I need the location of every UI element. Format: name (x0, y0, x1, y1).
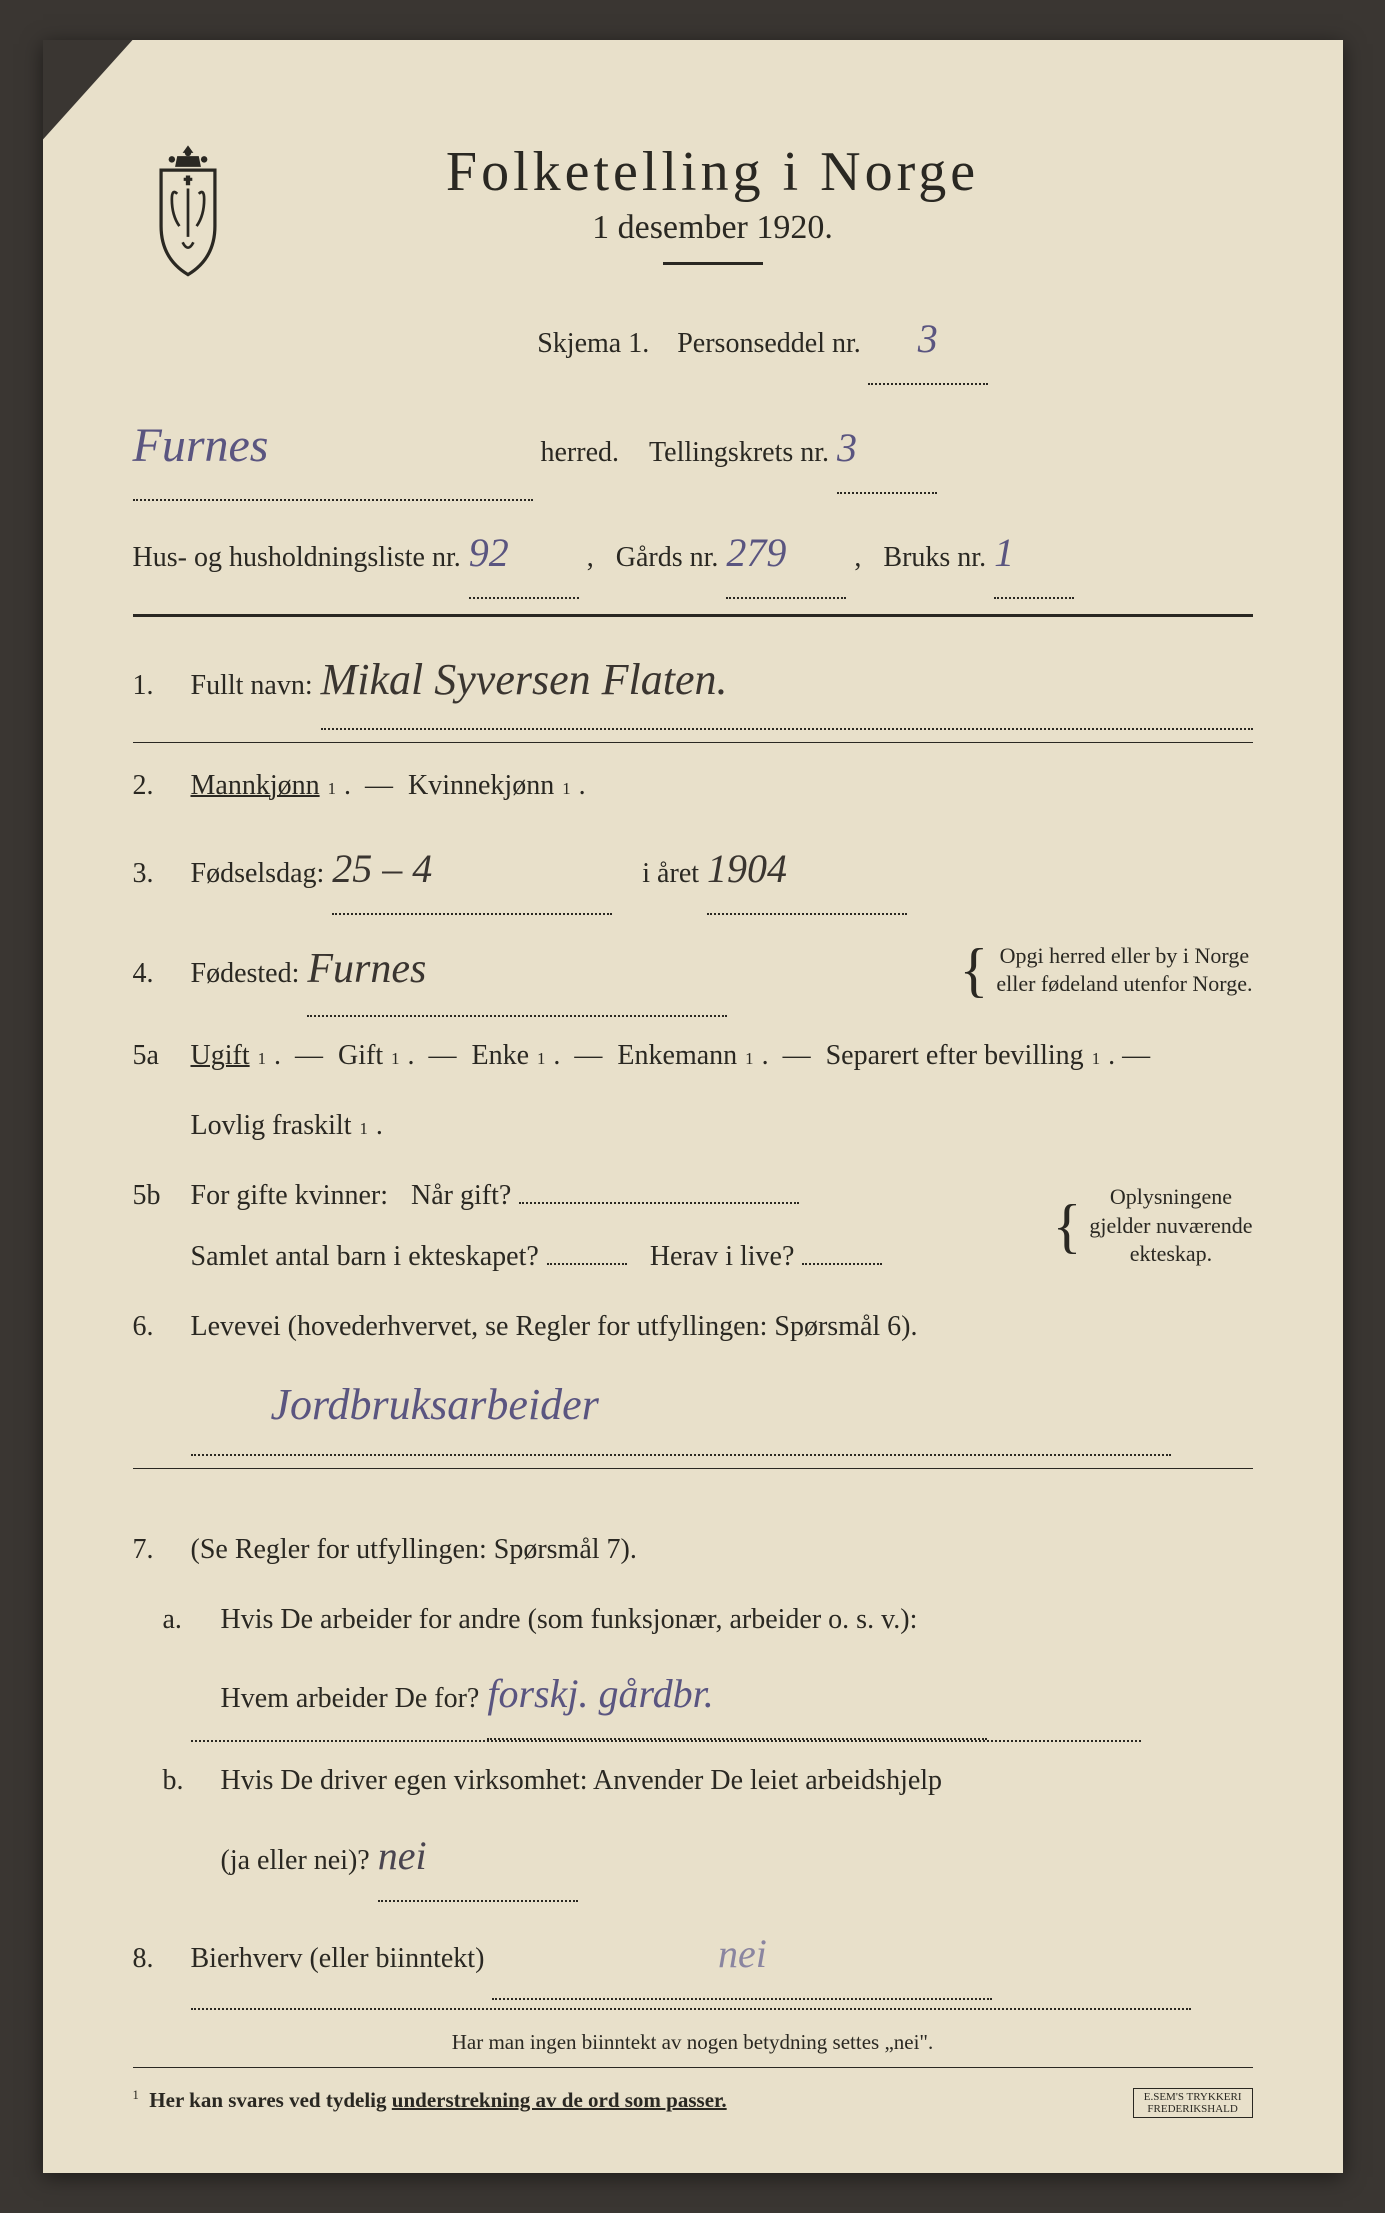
q5b-block: 5b For gifte kvinner: Når gift? Samlet a… (133, 1165, 1253, 1288)
q6-value: Jordbruksarbeider (271, 1357, 599, 1454)
tellingskrets-label: Tellingskrets nr. (649, 422, 829, 484)
personseddel-label: Personseddel nr. (677, 328, 861, 359)
divider-q6 (133, 1468, 1253, 1469)
q4-label: Fødested: (191, 943, 300, 1005)
printer-stamp: E.SEM'S TRYKKERI FREDERIKSHALD (1133, 2088, 1253, 2118)
q2-line: 2. Mannkjønn1. — Kvinnekjønn1. (133, 755, 1253, 817)
q4-note: Opgi herred eller by i Norge eller fødel… (996, 942, 1252, 999)
footer-line2: 1 Her kan svares ved tydelig understrekn… (133, 2088, 1253, 2113)
q6-label: Levevei (hovederhvervet, se Regler for u… (191, 1296, 918, 1358)
q3-year: 1904 (707, 846, 787, 891)
coat-of-arms-icon (133, 140, 243, 280)
gards-nr: 279 (726, 509, 786, 597)
footer-line1: Har man ingen biinntekt av nogen betydni… (133, 2030, 1253, 2055)
q7b-q: (ja eller nei)? (221, 1830, 370, 1892)
q5a-line: 5a Ugift1. — Gift1. — Enke1. — Enkemann1… (133, 1025, 1253, 1087)
page-title: Folketelling i Norge (273, 140, 1153, 204)
q5b-q2: Samlet antal barn i ekteskapet? (191, 1226, 539, 1288)
page-subtitle: 1 desember 1920. (273, 209, 1153, 247)
q4-value: Furnes (307, 946, 426, 992)
q5a-line2: Lovlig fraskilt1. (133, 1095, 1253, 1157)
q5b-q3: Herav i live? (650, 1226, 795, 1288)
q6-line: 6. Levevei (hovederhvervet, se Regler fo… (133, 1296, 1253, 1456)
q2-mann: Mannkjønn (191, 755, 320, 817)
q3-label: Fødselsdag: (191, 843, 325, 905)
title-divider (663, 262, 763, 265)
q5a-gift: Gift (338, 1025, 383, 1087)
header-row: Folketelling i Norge 1 desember 1920. (133, 120, 1253, 285)
q3-line: 3. Fødselsdag: 25 – 4 i året 1904 (133, 825, 1253, 915)
divider-1 (133, 614, 1253, 617)
q7a-value: forskj. gårdbr. (487, 1650, 713, 1738)
q2-kvinne: Kvinnekjønn (408, 755, 554, 817)
q8-line: 8. Bierhverv (eller biinntekt) nei (133, 1910, 1253, 2000)
q5a-enkemann: Enkemann (617, 1025, 737, 1087)
husliste-label: Hus- og husholdningsliste nr. (133, 527, 461, 589)
herred-line: Furnes herred. Tellingskrets nr. 3 (133, 393, 1253, 501)
q7a-q: Hvem arbeider De for? (221, 1668, 480, 1730)
husliste-nr: 92 (469, 509, 509, 597)
tellingskrets-nr: 3 (837, 404, 857, 492)
header-text: Folketelling i Norge 1 desember 1920. (273, 120, 1253, 285)
q3-day: 25 – 4 (332, 846, 432, 891)
herred-label: herred. (541, 422, 620, 484)
q5b-label: For gifte kvinner: (191, 1165, 389, 1227)
q1-label: Fullt navn: (191, 655, 313, 717)
q5a-ugift: Ugift (191, 1025, 250, 1087)
blank-line (133, 2008, 1253, 2010)
q5b-note: Oplysningene gjelder nuværende ekteskap. (1089, 1183, 1252, 1269)
q7-intro: (Se Regler for utfyllingen: Spørsmål 7). (191, 1519, 637, 1581)
q5a-enke: Enke (472, 1025, 530, 1087)
divider-q1 (133, 742, 1253, 743)
bruks-label: Bruks nr. (883, 527, 986, 589)
skjema-label: Skjema 1. (537, 328, 649, 359)
q5a-fraskilt: Lovlig fraskilt (191, 1095, 352, 1157)
q1-line: 1. Fullt navn: Mikal Syversen Flaten. (133, 632, 1253, 731)
herred-value: Furnes (133, 393, 269, 499)
q4-line: 4. Fødested: Furnes { Opgi herred eller … (133, 923, 1253, 1017)
q3-year-label: i året (642, 843, 699, 905)
q7-block: 7. (Se Regler for utfyllingen: Spørsmål … (133, 1519, 1253, 1902)
q5a-separert: Separert efter bevilling (826, 1025, 1084, 1087)
bruks-nr: 1 (994, 509, 1014, 597)
skjema-line: Skjema 1. Personseddel nr. 3 (133, 295, 1253, 385)
personseddel-nr: 3 (918, 295, 938, 383)
census-form-paper: Folketelling i Norge 1 desember 1920. Sk… (43, 40, 1343, 2173)
q7b-label: Hvis De driver egen virksomhet: Anvender… (221, 1750, 943, 1812)
gards-label: Gårds nr. (616, 527, 719, 589)
q5b-q1: Når gift? (411, 1165, 511, 1227)
q8-value: nei (718, 1910, 767, 1998)
q1-value: Mikal Syversen Flaten. (321, 655, 728, 704)
q8-label: Bierhverv (eller biinntekt) (191, 1928, 485, 1990)
divider-footer (133, 2067, 1253, 2068)
husliste-line: Hus- og husholdningsliste nr. 92, Gårds … (133, 509, 1253, 599)
q7b-value: nei (378, 1812, 427, 1900)
q7a-label: Hvis De arbeider for andre (som funksjon… (221, 1589, 918, 1651)
